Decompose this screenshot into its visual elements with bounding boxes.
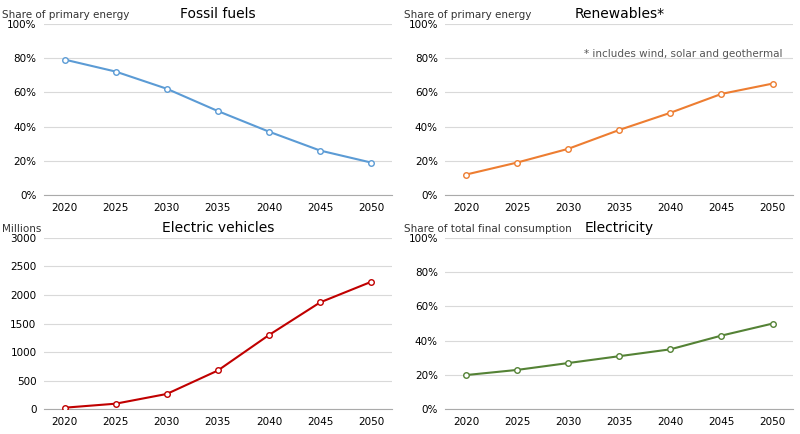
Title: Electric vehicles: Electric vehicles xyxy=(162,221,274,235)
Text: Share of total final consumption: Share of total final consumption xyxy=(404,224,571,234)
Text: * includes wind, solar and geothermal: * includes wind, solar and geothermal xyxy=(584,49,782,59)
Text: Millions: Millions xyxy=(2,224,42,234)
Title: Renewables*: Renewables* xyxy=(574,7,664,21)
Title: Fossil fuels: Fossil fuels xyxy=(180,7,256,21)
Text: Share of primary energy: Share of primary energy xyxy=(2,10,130,20)
Title: Electricity: Electricity xyxy=(585,221,654,235)
Text: Share of primary energy: Share of primary energy xyxy=(404,10,531,20)
